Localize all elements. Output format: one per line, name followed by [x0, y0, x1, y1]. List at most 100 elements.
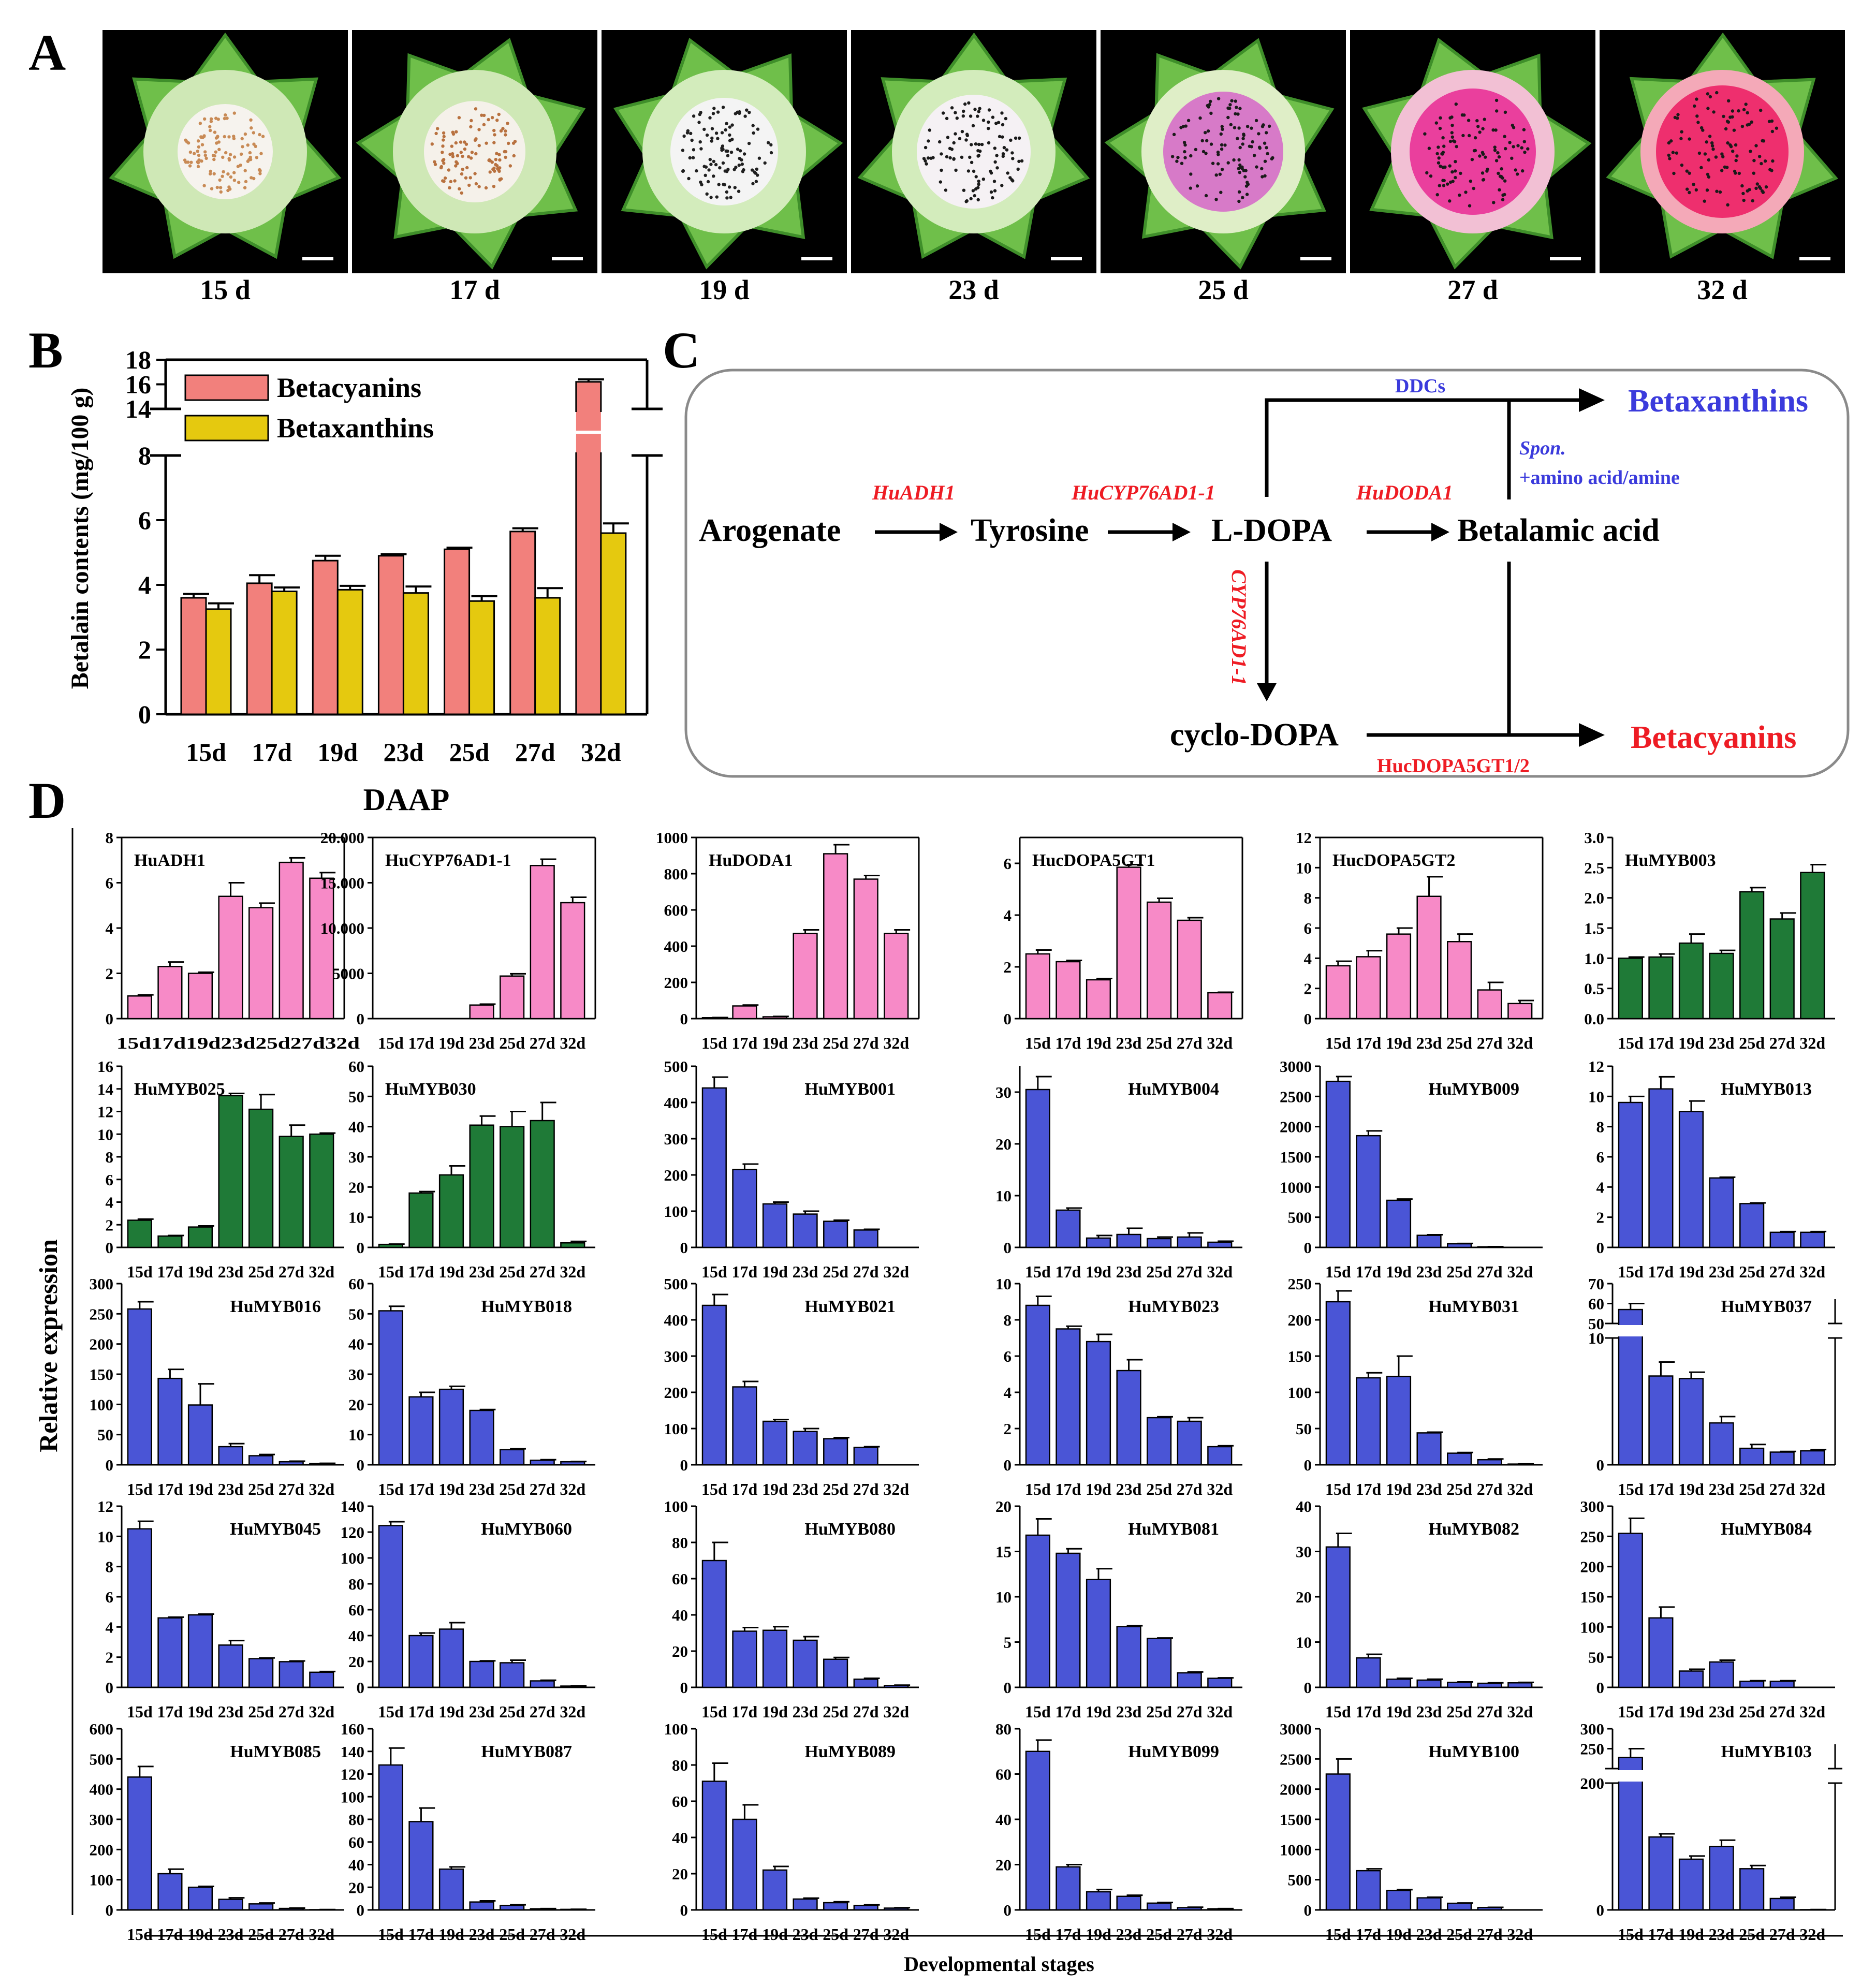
y-tick-label: 2 [106, 1216, 114, 1234]
panel-d-xlabel: Developmental stages [904, 1952, 1094, 1976]
x-tick-label: 25d [1146, 1925, 1172, 1944]
gene-name: HuMYB080 [804, 1520, 896, 1539]
y-tick-label: 5000 [332, 965, 364, 983]
x-tick-label: 17d [408, 1925, 434, 1944]
x-tick-label: 27d [530, 1702, 555, 1721]
y-tick-label: 1500 [1280, 1148, 1312, 1166]
bar-betacyanins [180, 597, 207, 715]
expression-bar [248, 1455, 274, 1466]
expression-bar [1709, 1846, 1734, 1911]
y-tick-label: 20 [1296, 1588, 1312, 1606]
y-tick-label: 100 [664, 1497, 688, 1516]
expression-bar [1447, 941, 1472, 1020]
x-tick-label: 17d [732, 1262, 758, 1281]
y-tick-label: 2 [106, 965, 114, 983]
x-tick-label: 19d [762, 1262, 788, 1281]
y-tick-label: 1500 [1280, 1811, 1312, 1829]
bar-betacyanins [509, 531, 536, 715]
y-tick-label: 8 [1004, 1311, 1012, 1329]
y-tick-label: 80 [348, 1575, 364, 1593]
y-tick-label: 2.0 [1584, 889, 1604, 907]
expression-bar [1325, 1080, 1351, 1248]
x-tick-label: 25d [248, 1480, 274, 1498]
expression-bar [127, 995, 152, 1020]
y-tick-label: 0 [680, 1010, 688, 1028]
fruit-seeds [1667, 91, 1779, 207]
y-tick-label: 0 [357, 1010, 365, 1028]
gene-name: HuMYB100 [1428, 1742, 1519, 1761]
y-tick-label: 80 [672, 1756, 688, 1774]
expression-bar [1386, 1679, 1412, 1688]
y-tick-label: 10 [1296, 1634, 1312, 1652]
y-tick-label: 40 [348, 1118, 364, 1136]
x-tick-label: 15d [378, 1702, 404, 1721]
y-tick-label: 6 [138, 506, 151, 535]
y-tick-label: 10 [1588, 1087, 1604, 1106]
x-tick-label: 19d [1678, 1480, 1704, 1498]
expression-bar [500, 975, 525, 1020]
y-tick-label: 10 [348, 1209, 364, 1227]
x-tick-label: 19d [1386, 1480, 1412, 1498]
y-tick-label: 0 [1596, 1901, 1605, 1919]
x-tick-label: 23d [1116, 1262, 1142, 1281]
fruit-photo [1101, 30, 1346, 273]
y-tick-label: 10 [97, 1125, 113, 1143]
expression-bar [732, 1169, 757, 1248]
x-tick-label: 25d [1739, 1034, 1765, 1052]
gene-chart-humyb100: 0 500 1000 1500 2000 2500 3000 15d 17d 19d 23d 25d 2… [1280, 1720, 1543, 1944]
expression-bar [500, 1126, 525, 1248]
y-tick-label: 8 [1304, 889, 1312, 907]
gene-name: HuMYB021 [804, 1297, 896, 1316]
gene-name: HuMYB003 [1625, 851, 1716, 870]
y-tick-label: 2500 [1280, 1087, 1312, 1106]
expression-bar [732, 1630, 757, 1688]
gene-name: HuMYB087 [481, 1742, 572, 1761]
gene-chart-humyb031: 0 50 100 150 200 250 15d 17d 19d 23d 25d 27d 32d HuMY… [1288, 1275, 1543, 1498]
y-tick-label: 3000 [1280, 1720, 1312, 1738]
y-tick-label: 60 [1588, 1295, 1604, 1313]
y-tick-label: 0 [680, 1239, 688, 1257]
y-tick-label: 0 [1304, 1456, 1312, 1474]
gene-name: HuMYB081 [1128, 1520, 1219, 1539]
expression-bar [732, 1386, 757, 1466]
x-tick-label: 32d [1799, 1480, 1825, 1498]
expression-bar [762, 1869, 788, 1911]
x-tick-label: 32d [883, 1034, 909, 1052]
y-tick-label: 40 [348, 1856, 364, 1874]
x-tick-label: 17d [157, 1925, 183, 1944]
y-tick-label: 300 [90, 1275, 114, 1293]
x-tick-label: 23d [1416, 1702, 1442, 1721]
y-tick-label: 600 [664, 901, 688, 919]
x-tick-label: 17d [1648, 1480, 1674, 1498]
x-tick-label: 25d [823, 1262, 848, 1281]
x-tick-label: 25d [1446, 1702, 1472, 1721]
y-tick-label: 6 [1004, 855, 1012, 873]
x-tick-label: 27d [1477, 1702, 1503, 1721]
x-tick-label: 25d [248, 1702, 274, 1721]
x-tick-label: 32d [1207, 1262, 1233, 1281]
gene-chart-humyb003: 0.0 0.5 1.0 1.5 2.0 2.5 3.0 15d 17d 19d 23d 25d 27d 3… [1584, 829, 1835, 1052]
x-tick-label: 19d [762, 1925, 788, 1944]
y-tick-label: 6 [1304, 919, 1312, 937]
enzyme-cyp76ad1-1-vertical: CYP76AD1-1 [1227, 569, 1251, 685]
x-tick-label: 19d [187, 1262, 213, 1281]
expression-bar [1325, 965, 1351, 1020]
x-tick-label: 25d [1739, 1262, 1765, 1281]
x-tick-label: 17d [732, 1925, 758, 1944]
x-tick-label: 25d [823, 1034, 848, 1052]
x-tick-label: 25d [1146, 1702, 1172, 1721]
y-tick-label: 20 [348, 1395, 364, 1414]
expression-bar [1386, 1199, 1412, 1248]
y-tick-label: 0 [1004, 1456, 1012, 1474]
x-tick-label: 27d [1769, 1925, 1795, 1944]
gene-chart-humyb080: 0 20 40 60 80 100 15d 17d 19d 23d 25d 27d 32d HuMYB08… [664, 1497, 919, 1721]
y-tick-label: 500 [90, 1750, 114, 1768]
photo-day-label: 25 d [1198, 274, 1249, 305]
y-tick-label: 300 [664, 1347, 688, 1365]
y-tick-label: 400 [664, 937, 688, 955]
expression-bar [530, 865, 555, 1020]
x-tick-label: 17d [1648, 1702, 1674, 1721]
x-tick-label: 27d [279, 1262, 304, 1281]
fruit-photo [352, 30, 597, 273]
expression-bar [438, 1174, 464, 1248]
